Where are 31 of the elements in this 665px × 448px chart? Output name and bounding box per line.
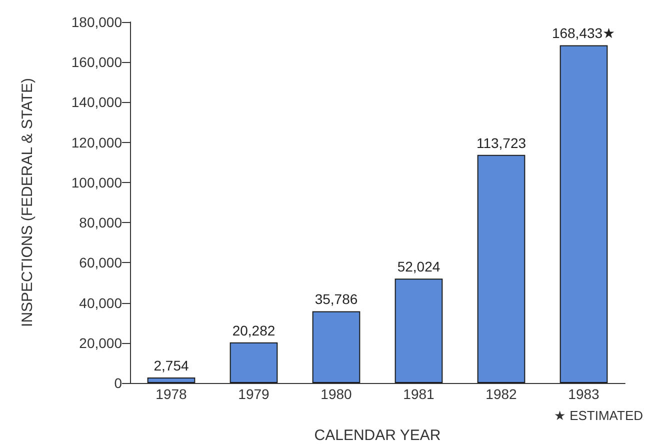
data-label: 35,786	[314, 291, 358, 308]
bar	[230, 342, 278, 383]
bar	[394, 278, 443, 383]
data-label: 2,754	[154, 357, 189, 374]
x-tick-label: 1982	[486, 386, 518, 402]
bar	[312, 311, 360, 383]
data-label: 113,723	[476, 134, 526, 151]
x-tick-label: 1983	[568, 386, 600, 402]
y-tick-label: 100,000	[71, 174, 122, 190]
bar	[147, 377, 196, 383]
text: ★ ESTIMATED	[554, 408, 644, 423]
y-tick-label: 0	[114, 375, 122, 391]
y-tick-label: 180,000	[71, 14, 122, 30]
x-tick-label: 1978	[156, 386, 188, 402]
x-tick-label: 1980	[320, 386, 352, 402]
data-label: 20,282	[232, 322, 276, 338]
y-tick-label: 20,000	[79, 334, 122, 351]
data-label: 52,024	[397, 258, 440, 275]
data-label: 168,433★	[552, 25, 616, 42]
y-tick-label: 120,000	[71, 134, 122, 150]
y-axis-title: INSPECTIONS (FEDERAL & STATE)	[19, 78, 36, 327]
y-tick-label: 60,000	[79, 254, 122, 271]
x-tick-label: 1979	[238, 386, 270, 402]
y-tick-label: 160,000	[71, 54, 122, 70]
bar	[477, 154, 526, 383]
y-tick-label: 140,000	[71, 94, 122, 110]
y-tick-label: 40,000	[79, 294, 122, 311]
bar	[560, 45, 608, 383]
x-axis-title: CALENDAR YEAR	[314, 427, 441, 444]
x-tick-label: 1981	[403, 386, 435, 402]
y-tick-label: 80,000	[79, 214, 122, 231]
